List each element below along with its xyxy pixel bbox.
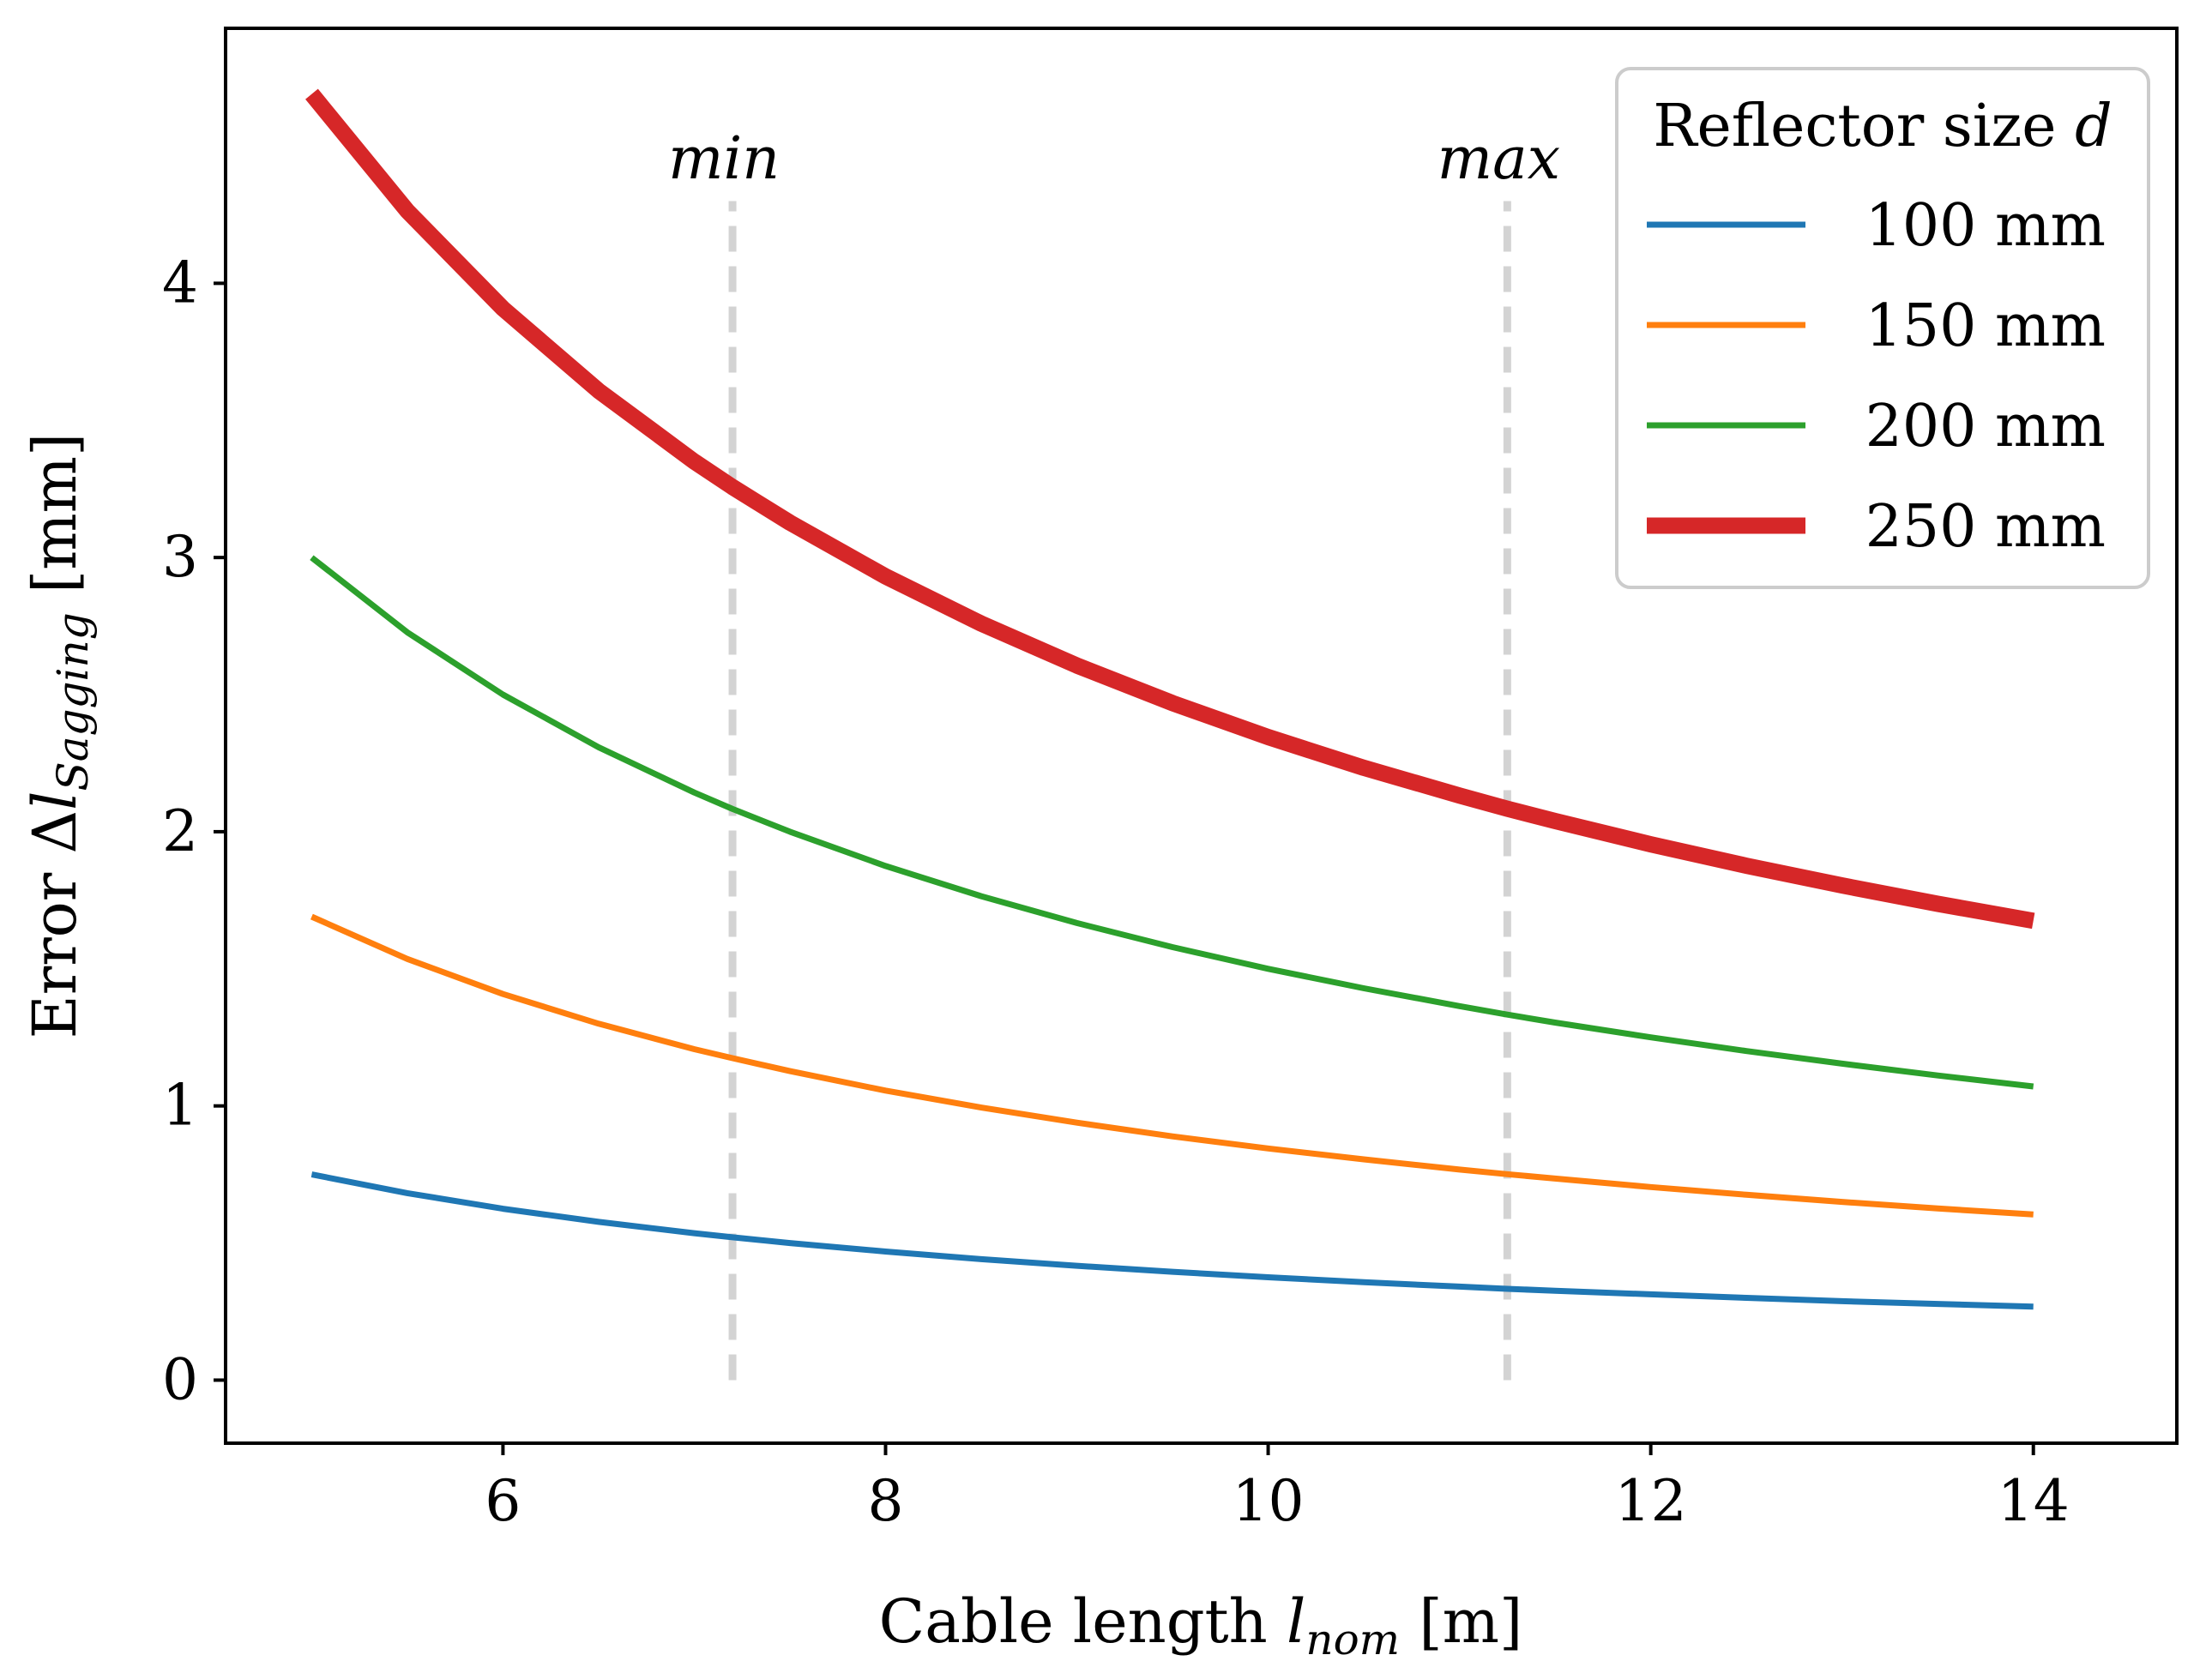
y-tick-label: 2	[162, 798, 198, 864]
legend-title: Reflector size d	[1653, 93, 2112, 160]
plot-area	[224, 27, 2179, 1445]
legend-label: 200 mm	[1865, 393, 2106, 460]
legend-items: 100 mm 150 mm 200 mm 250 mm	[1647, 192, 2106, 561]
y-tick-label: 1	[162, 1073, 198, 1139]
series-line-100-mm	[310, 1171, 2034, 1310]
legend-label: 150 mm	[1865, 292, 2106, 360]
y-tick-label: 3	[162, 524, 198, 590]
x-tick-label: 10	[1233, 1468, 1305, 1534]
legend: Reflector size d 100 mm 150 mm 200 mm 250 m…	[1615, 67, 2150, 589]
series-lines	[305, 88, 2035, 1310]
series-line-250-mm	[305, 88, 2035, 930]
reference-label-min: min	[668, 125, 780, 193]
x-tick-label: 6	[485, 1468, 521, 1534]
y-tick-label: 4	[162, 250, 198, 316]
y-tick-label: 0	[162, 1346, 198, 1412]
legend-label: 100 mm	[1865, 192, 2106, 260]
reference-lines: min max	[668, 125, 1560, 1381]
y-axis: 0 1 2 3 4	[162, 250, 226, 1412]
x-tick-label: 8	[867, 1468, 903, 1534]
reference-label-max: max	[1437, 125, 1560, 193]
x-axis-label: Cable length lnom [m]	[879, 1586, 1523, 1664]
legend-label: 250 mm	[1865, 493, 2106, 561]
x-tick-label: 12	[1615, 1468, 1687, 1534]
y-axis-label: Error ΔlSagging [mm]	[20, 433, 98, 1039]
series-line-150-mm	[310, 913, 2034, 1218]
x-axis: 6 8 10 12 14	[485, 1443, 2070, 1534]
legend-box	[1615, 67, 2150, 589]
x-tick-label: 14	[1998, 1468, 2070, 1534]
series-line-200-mm	[310, 555, 2034, 1090]
